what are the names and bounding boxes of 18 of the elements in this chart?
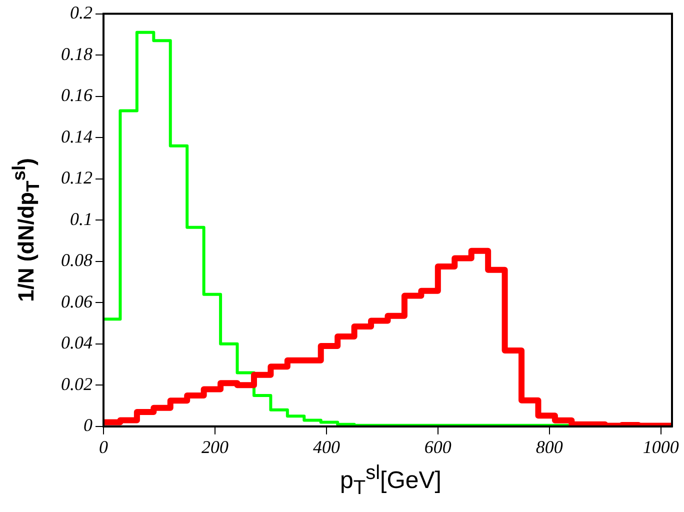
x-tick-label: 200 bbox=[201, 436, 228, 457]
y-tick-label: 0.16 bbox=[61, 85, 92, 106]
y-tick-label: 0.14 bbox=[61, 126, 92, 146]
y-tick-label: 0.1 bbox=[70, 208, 92, 229]
y-tick-label: 0.06 bbox=[61, 291, 92, 312]
x-tick-label: 0 bbox=[99, 436, 108, 457]
y-tick-label: 0.02 bbox=[61, 374, 92, 394]
y-tick-label: 0.18 bbox=[61, 44, 92, 64]
x-axis-title: p$_{T}$$^{sl}$[GeV] bbox=[340, 462, 442, 500]
x-tick-label: 600 bbox=[424, 436, 452, 457]
y-tick-label: 0.08 bbox=[61, 250, 92, 270]
y-tick-label: 0.12 bbox=[61, 168, 92, 188]
y-tick-label: 0.04 bbox=[61, 332, 92, 353]
x-tick-label: 400 bbox=[312, 436, 340, 457]
y-tick-label: 0 bbox=[84, 415, 92, 436]
x-tick-label: 1000 bbox=[642, 436, 679, 457]
x-tick-label: 800 bbox=[536, 436, 563, 457]
y-tick-label: 0.2 bbox=[70, 2, 92, 23]
